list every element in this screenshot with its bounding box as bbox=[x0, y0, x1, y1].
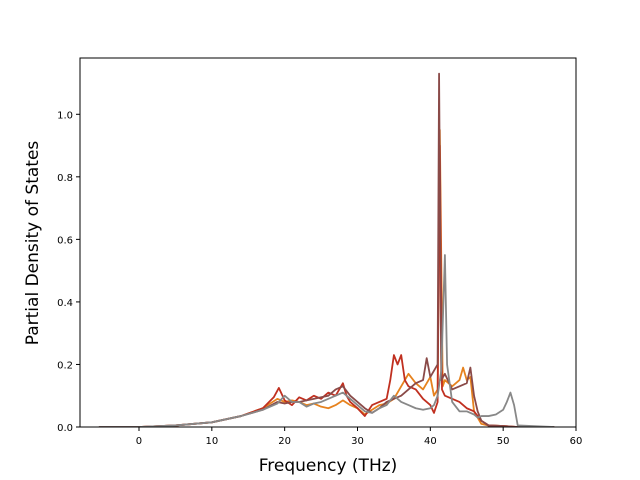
x-tick-label: 10 bbox=[205, 436, 218, 447]
plot-frame bbox=[79, 57, 577, 428]
x-axis-label: Frequency (THz) bbox=[259, 456, 398, 476]
y-tick-label: 0.0 bbox=[57, 423, 73, 434]
x-tick-label: 50 bbox=[497, 436, 510, 447]
y-tick-label: 0.8 bbox=[57, 173, 73, 184]
series-line-4 bbox=[98, 254, 555, 427]
x-tick-label: 0 bbox=[136, 436, 142, 447]
series-layer bbox=[98, 72, 555, 427]
y-tick-label: 0.4 bbox=[57, 298, 73, 309]
x-tick-label: 60 bbox=[570, 436, 583, 447]
ticks-layer: 0 10 20 30 40 50 60 0.0 0.2 0.4 0.6 0.8 1.0 bbox=[57, 110, 582, 447]
x-tick-label: 40 bbox=[424, 436, 437, 447]
y-axis-label: Partial Density of States bbox=[23, 141, 43, 346]
series-line-3 bbox=[98, 72, 555, 427]
y-tick-label: 1.0 bbox=[57, 110, 73, 121]
x-tick-label: 20 bbox=[278, 436, 291, 447]
y-tick-label: 0.2 bbox=[57, 360, 73, 371]
x-tick-label: 30 bbox=[351, 436, 364, 447]
y-tick-label: 0.6 bbox=[57, 235, 73, 246]
series-line-2 bbox=[98, 144, 555, 427]
